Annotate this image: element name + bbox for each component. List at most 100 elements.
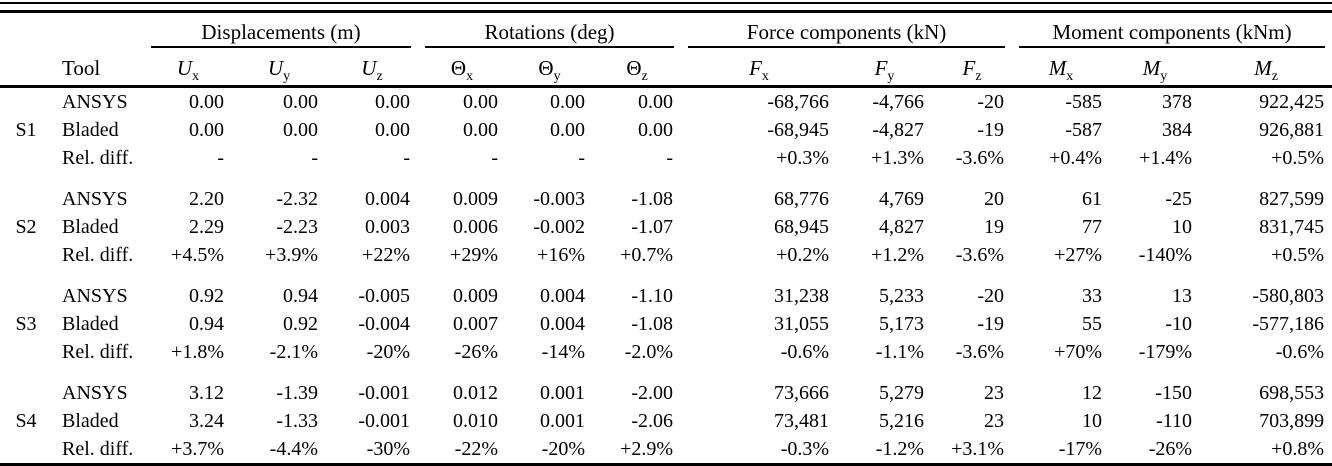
section-col-header	[0, 48, 52, 88]
table-row: S3 ANSYS 0.92 0.94 -0.005 0.009 0.004 -1.10 31,2…	[0, 282, 1332, 335]
value-cell: 5,216	[879, 410, 925, 432]
section-gap-row	[0, 269, 1332, 282]
value-cell: 20	[984, 188, 1005, 210]
value-cell: 2.20	[189, 188, 224, 210]
value-cell: 703,899	[1259, 410, 1325, 432]
value-cell: 0.00	[550, 119, 585, 141]
value-cell: -1.10	[631, 285, 674, 307]
value-cell: -179%	[1138, 341, 1193, 363]
value-cell: 13	[1172, 285, 1193, 307]
value-cell: +16%	[537, 244, 585, 266]
value-cell: -0.005	[358, 285, 410, 307]
variable-symbol: M	[1254, 56, 1272, 80]
value-cell: 77	[1082, 216, 1103, 238]
table-row: Rel. diff. +1.8% -2.1% -20% -26% -14% -2.0% -0.…	[0, 338, 1332, 366]
table-row: Rel. diff. +3.7% -4.4% -30% -22% -20% +2.9% -0.…	[0, 435, 1332, 465]
value-cell: -140%	[1138, 244, 1193, 266]
value-cell: -0.003	[533, 188, 585, 210]
col-header-theta-y: Θy	[506, 48, 593, 88]
value-cell: 0.004	[365, 188, 410, 210]
value-cell: -68,945	[767, 119, 830, 141]
value-cell: 0.00	[463, 119, 498, 141]
value-cell: -2.32	[276, 188, 318, 210]
value-cell: -2.23	[276, 216, 318, 238]
table-header: Displacements (m) Rotations (deg) Force …	[0, 12, 1332, 88]
group-header-rotations: Rotations (deg)	[418, 12, 681, 48]
value-cell: -19	[977, 313, 1005, 335]
value-cell: 5,173	[879, 313, 925, 335]
col-header-f-z: Fz	[932, 48, 1013, 88]
value-cell: 10	[1172, 216, 1193, 238]
value-cell: -2.00	[631, 382, 674, 404]
value-cell: +1.3%	[871, 147, 925, 169]
value-cell: +1.4%	[1139, 147, 1193, 169]
value-cell: +29%	[450, 244, 498, 266]
value-cell: 23	[984, 410, 1005, 432]
section-gap-row	[0, 172, 1332, 185]
variable-symbol: U	[176, 56, 193, 80]
value-cell: -1.33	[276, 410, 318, 432]
value-cell: 698,553	[1259, 382, 1325, 404]
variable-subscript: x	[466, 69, 474, 85]
value-cell: 922,425	[1259, 91, 1325, 113]
value-cell: -577,186	[1252, 313, 1325, 335]
value-cell: +0.4%	[1049, 147, 1103, 169]
value-cell: 0.001	[540, 410, 585, 432]
value-cell: 378	[1162, 91, 1193, 113]
value-cell: 0.00	[638, 119, 674, 141]
col-header-theta-x: Θx	[418, 48, 506, 88]
value-cell: 0.010	[453, 410, 498, 432]
value-cell: -20%	[366, 341, 410, 363]
variable-subscript: y	[283, 69, 291, 85]
value-cell: 0.00	[283, 91, 318, 113]
variable-subscript: y	[887, 69, 895, 85]
variable-subscript: z	[641, 69, 648, 85]
value-cell: 4,827	[879, 216, 925, 238]
value-cell: -22%	[454, 438, 498, 460]
value-cell: +1.8%	[171, 341, 224, 363]
value-cell: -17%	[1058, 438, 1103, 460]
value-cell: +0.5%	[1271, 244, 1325, 266]
value-cell: -0.6%	[780, 341, 830, 363]
tool-cell: ANSYS	[62, 382, 128, 404]
table-body: S1 ANSYS 0.00 0.00 0.00 0.00 0.00 0.00 -68,766 -4…	[0, 87, 1332, 465]
value-cell: -26%	[454, 341, 498, 363]
tool-cell: Rel. diff.	[62, 244, 134, 266]
value-cell: -1.08	[631, 188, 674, 210]
value-cell: -4,827	[872, 119, 925, 141]
section-label: S1	[15, 119, 37, 141]
table-row: Bladed 0.94 0.92 -0.004 0.007 0.004 -1.08 31,05…	[0, 310, 1332, 338]
value-cell: -19	[977, 119, 1005, 141]
variable-subscript: z	[376, 69, 383, 85]
group-header-moment-components: Moment components (kNm)	[1012, 12, 1332, 48]
table-row: Bladed 3.24 -1.33 -0.001 0.010 0.001 -2.06 73,4…	[0, 407, 1332, 435]
variable-symbol: F	[962, 56, 976, 80]
value-cell: 5,279	[879, 382, 925, 404]
col-header-f-y: Fy	[837, 48, 933, 88]
value-cell: -4,766	[872, 91, 925, 113]
value-cell: 0.92	[283, 313, 318, 335]
value-cell: 0.00	[463, 91, 498, 113]
value-cell: -	[666, 147, 674, 169]
table-row: Bladed 0.00 0.00 0.00 0.00 0.00 0.00 -68,945 -4,…	[0, 116, 1332, 144]
value-cell: 68,776	[774, 188, 830, 210]
value-cell: 61	[1082, 188, 1103, 210]
value-cell: -26%	[1148, 438, 1193, 460]
value-cell: -580,803	[1252, 285, 1325, 307]
value-cell: +0.7%	[620, 244, 674, 266]
tool-cell: Bladed	[62, 119, 119, 141]
value-cell: +3.7%	[171, 438, 224, 460]
tool-cell: Bladed	[62, 410, 119, 432]
value-cell: +4.5%	[171, 244, 224, 266]
value-cell: -	[403, 147, 410, 169]
value-cell: -150	[1155, 382, 1193, 404]
value-cell: 73,481	[774, 410, 830, 432]
value-cell: +0.3%	[776, 147, 830, 169]
value-cell: -585	[1065, 91, 1103, 113]
section-label: S4	[15, 410, 37, 432]
value-cell: 73,666	[774, 382, 830, 404]
value-cell: 55	[1082, 313, 1103, 335]
tool-header: Tool	[52, 48, 144, 88]
value-cell: 0.004	[540, 285, 585, 307]
value-cell: -	[311, 147, 318, 169]
